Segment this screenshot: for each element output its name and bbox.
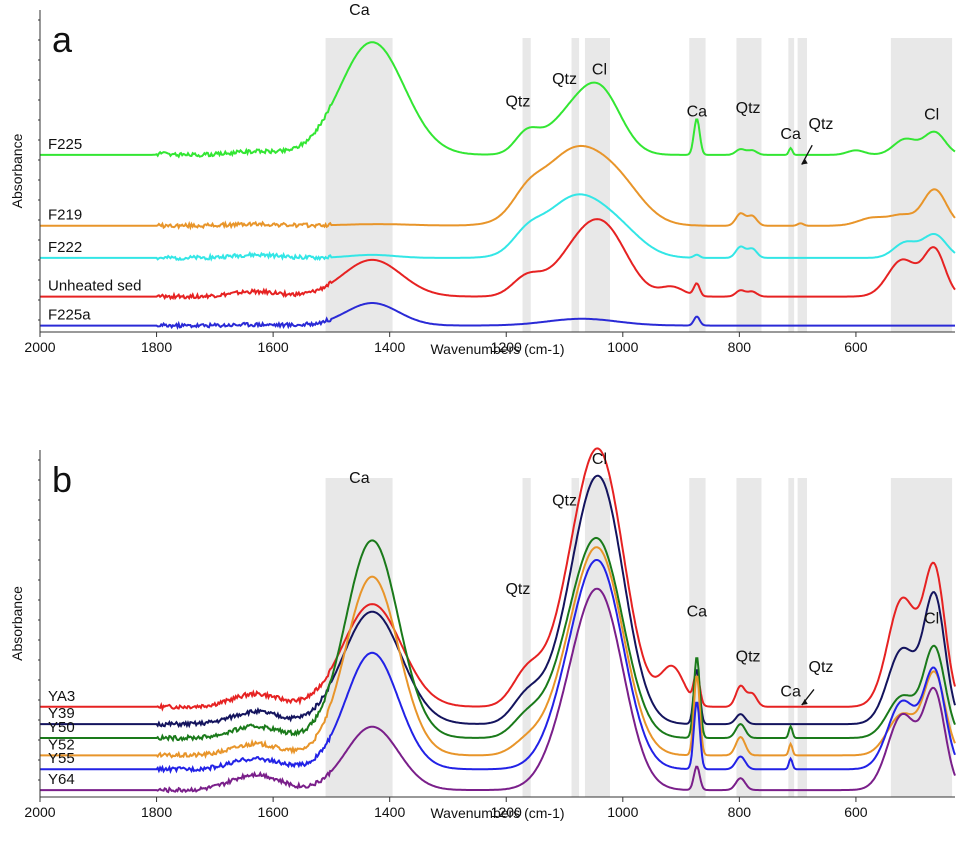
band-label-qtz: Qtz: [736, 649, 761, 666]
x-tick-label: 600: [844, 804, 868, 820]
x-tick-label: 2000: [24, 804, 55, 820]
x-tick-label: 800: [728, 804, 752, 820]
band-label-qtz: Qtz: [505, 94, 530, 111]
band-label-cl: Cl: [924, 106, 939, 123]
shaded-band-qtz: [736, 38, 762, 332]
panel-label-b: b: [52, 459, 72, 500]
shaded-band-cl: [584, 478, 610, 797]
band-label-ca: Ca: [349, 470, 370, 487]
x-tick-label: 1800: [141, 339, 172, 355]
band-label-qtz: Qtz: [736, 100, 761, 117]
shaded-band-ca: [689, 38, 706, 332]
x-tick-label: 1400: [374, 804, 405, 820]
series-label-f225: F225: [48, 136, 82, 153]
series-line-ya3: [40, 447, 956, 712]
band-label-qtz: Qtz: [505, 581, 530, 598]
series-label-f222: F222: [48, 239, 82, 256]
band-label-qtz: Qtz: [809, 659, 834, 676]
series-label-f225a: F225a: [48, 307, 91, 324]
band-label-cl: Cl: [592, 451, 607, 468]
shaded-band-qtz: [522, 38, 531, 332]
series-line-f225: [40, 41, 956, 159]
series-label-y39: Y39: [48, 705, 75, 722]
shaded-band-ca: [788, 38, 795, 332]
series-label-y64: Y64: [48, 771, 75, 788]
x-tick-label: 600: [844, 339, 868, 355]
series-line-f225a: [40, 302, 955, 331]
x-tick-label: 1600: [258, 804, 289, 820]
band-label-qtz: Qtz: [552, 71, 577, 88]
band-label-qtz: Qtz: [552, 493, 577, 510]
series-label-y50: Y50: [48, 719, 75, 736]
panel-label-a: a: [52, 19, 73, 60]
x-tick-label: 1800: [141, 804, 172, 820]
annotation-arrow-head: [801, 699, 808, 706]
annotation-arrow-head: [801, 158, 808, 165]
series-line-f219: [40, 144, 956, 231]
x-tick-label: 1000: [607, 804, 638, 820]
series-label-unheated-sed: Unheated sed: [48, 278, 141, 295]
series-line-y50: [40, 536, 956, 743]
shaded-band-ca: [325, 38, 393, 332]
series-line-y52: [40, 546, 956, 760]
x-tick-label: 1000: [607, 339, 638, 355]
shaded-band-qtz: [736, 478, 762, 797]
x-tick-label: 2000: [24, 339, 55, 355]
x-tick-label: 1400: [374, 339, 405, 355]
shaded-band-ca: [788, 478, 795, 797]
y-axis-label: Absorbance: [9, 133, 25, 208]
band-label-ca: Ca: [349, 2, 370, 19]
series-label-ya3: YA3: [48, 688, 75, 705]
x-tick-label: 800: [728, 339, 752, 355]
x-axis-label: Wavenumbers (cm-1): [430, 805, 564, 821]
band-label-ca: Ca: [687, 604, 708, 621]
band-label-qtz: Qtz: [809, 116, 834, 133]
x-tick-label: 1200: [491, 339, 522, 355]
panel-a: F225 F219 F222 Unheated sed F225a Ca Qtz Qtz Cl C…: [9, 2, 956, 357]
band-label-cl: Cl: [924, 611, 939, 628]
band-label-ca: Ca: [780, 683, 801, 700]
x-axis-label: Wavenumbers (cm-1): [430, 341, 564, 357]
series-label-y52: Y52: [48, 736, 75, 753]
x-tick-label: 1200: [491, 804, 522, 820]
series-label-f219: F219: [48, 207, 82, 224]
series-line-unheated-sed: [40, 218, 956, 301]
band-label-ca: Ca: [780, 126, 801, 143]
shaded-band-qtz: [522, 478, 531, 797]
series-line-y55: [40, 559, 956, 774]
shaded-band-qtz: [571, 38, 580, 332]
shaded-band-cl: [890, 38, 953, 332]
series-line-f222: [40, 193, 956, 262]
y-axis-label: Absorbance: [9, 586, 25, 661]
shaded-band-qtz: [797, 38, 807, 332]
series-label-y55: Y55: [48, 750, 75, 767]
band-label-ca: Ca: [687, 103, 708, 120]
band-label-cl: Cl: [592, 61, 607, 78]
shaded-band-qtz: [797, 478, 807, 797]
series-line-y39: [40, 474, 956, 729]
x-tick-label: 1600: [258, 339, 289, 355]
shaded-band-cl: [584, 38, 610, 332]
series-line-y64: [40, 587, 956, 794]
shaded-band-ca: [325, 478, 393, 797]
